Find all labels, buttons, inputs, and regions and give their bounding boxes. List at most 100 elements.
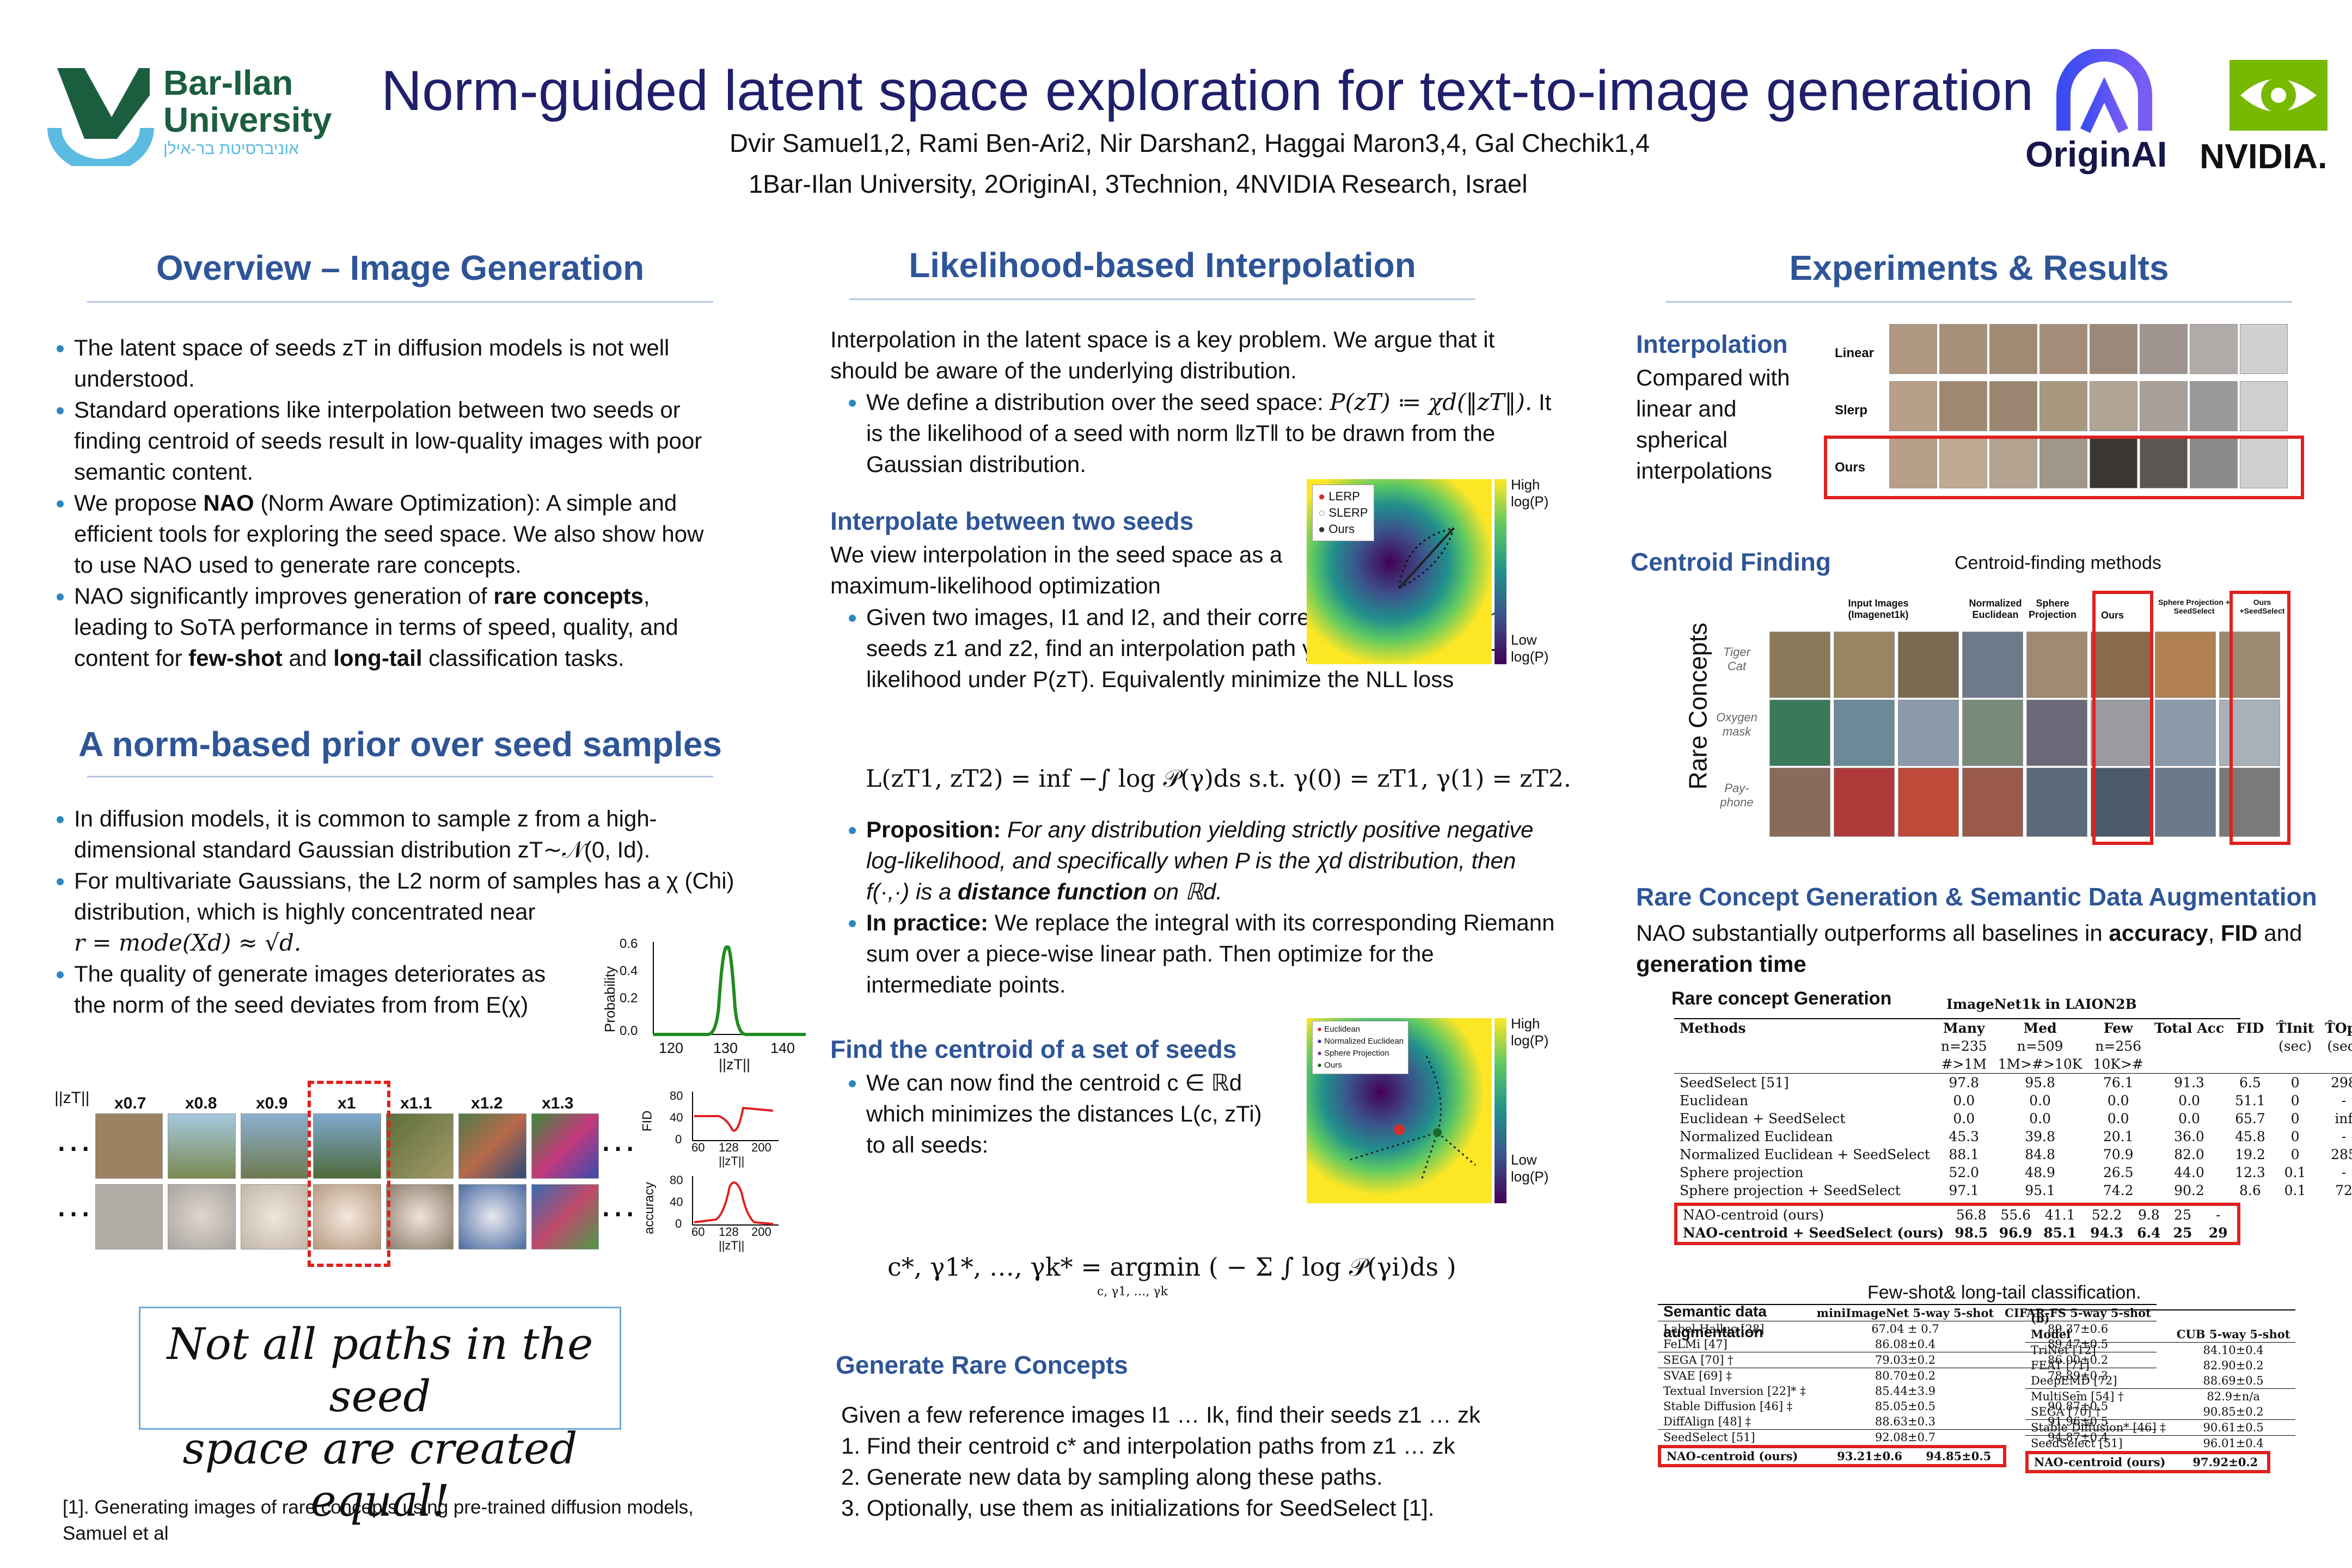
- cub-table-ours-row-cell: NAO-centroid (ours): [2034, 1455, 2166, 1469]
- cub-table-header-cell: Model: [2031, 1327, 2071, 1341]
- originai-icon: [2056, 49, 2152, 133]
- rare-table-row-cell: 90.2: [2174, 1183, 2204, 1198]
- interp-heatmap: ● LERP ○ SLERP ● Ours High log(P) Low lo…: [1307, 474, 1557, 675]
- poster-title: Norm-guided latent space exploration for…: [381, 59, 2033, 122]
- rare-table-row-cell: 8.6: [2239, 1183, 2261, 1198]
- rare-table-row: Euclidean 0.0 0.0 0.0 0.0 51.1 0 -: [1674, 1092, 2352, 1110]
- x1-highlight-box: [308, 1081, 390, 1267]
- cub-table-tag-cell: [2171, 1310, 2296, 1326]
- cub-table-row-cell: 88.69±0.5: [2203, 1374, 2264, 1387]
- centroid-legend: ● Euclidean ● Normalized Euclidean ● Sph…: [1312, 1021, 1409, 1074]
- rare-table-row-cell: 0.0: [1953, 1093, 1975, 1108]
- ellipsis-right-2: …: [599, 1182, 637, 1224]
- acc-xtick-0: 60: [691, 1225, 705, 1239]
- rare-table-row-cell: 95.1: [2025, 1183, 2055, 1198]
- rare-table-subheader: n=235 n=509 n=256 (sec) (sec): [1674, 1037, 2352, 1055]
- rare-table-row-cell: 70.9: [2103, 1147, 2134, 1162]
- mask-image-1: [168, 1184, 236, 1250]
- rare-table-row-cell: 12.3: [2235, 1165, 2265, 1180]
- rare-table-row-cell: Normalized Euclidean: [1680, 1129, 1833, 1144]
- legend-ours: ● Ours: [1318, 522, 1355, 536]
- centroid-head-3: Ours: [2100, 610, 2124, 621]
- rare-table-row-cell: 88.1: [1949, 1147, 1980, 1162]
- semantic-table-row-cell: DiffAlign [48] ‡: [1663, 1415, 1751, 1428]
- rare-table-caption: Rare concept Generation: [1671, 988, 1892, 1009]
- rare-table-row-cell: 0.0: [2029, 1093, 2051, 1108]
- semantic-table-row-cell: FeLMi [47]: [1663, 1338, 1728, 1351]
- semantic-table-ours-row: NAO-centroid (ours) 93.21±0.6 94.85±0.5: [1661, 1448, 2003, 1464]
- semantic-table-header-cell: CIFAR-FS 5-way 5-shot: [2005, 1306, 2151, 1320]
- legend-slerp: ○ SLERP: [1318, 506, 1368, 519]
- rare-table-row-cell: Sphere projection + SeedSelect: [1680, 1183, 1901, 1198]
- cub-table-header-cell: CUB 5-way 5-shot: [2176, 1327, 2290, 1341]
- scale-label-1: x0.8: [185, 1094, 217, 1112]
- rare-table-header-cell: Total Acc: [2154, 1020, 2225, 1036]
- prop-bullets: Proposition: For any distribution yieldi…: [830, 814, 1560, 1000]
- interp-img-1-3: [2039, 381, 2087, 431]
- semantic-table-row-cell: 78.89±0.3: [2047, 1369, 2109, 1382]
- legend-lerp: ● LERP: [1318, 489, 1360, 503]
- centroid-grid: Input Images (Imagenet1k) Normalized Euc…: [1704, 588, 2303, 845]
- rare-table-row-cell: -: [2341, 1093, 2347, 1108]
- rare-table-ours-row-cell: 41.1: [2044, 1207, 2075, 1223]
- interp-row-1: [1889, 381, 2288, 431]
- interp-img-2-1: [1939, 438, 1987, 488]
- rare-table-row-cell: 285: [2331, 1147, 2352, 1162]
- cub-table-row-cell: 96.01±0.4: [2203, 1437, 2264, 1450]
- centroid-head-2: Sphere Projection: [2028, 598, 2077, 620]
- acc-xlabel: ||zT||: [719, 1239, 745, 1252]
- rare-table-subheader-2-cell: [1674, 1055, 1935, 1074]
- rare-table-row-cell: 52.0: [1949, 1165, 1980, 1180]
- jeep-image-row: [95, 1113, 599, 1179]
- semantic-table-ours-row-cell: NAO-centroid (ours): [1667, 1449, 1798, 1463]
- rare-table-row-cell: 45.3: [1949, 1129, 1980, 1144]
- tiger-sphere-ss: [2155, 632, 2216, 698]
- legend-sphere: ● Sphere Projection: [1317, 1049, 1389, 1058]
- nll-equation: L(zT1, zT2) = inf −∫ log 𝒫(γ)ds s.t. γ(0…: [866, 765, 1571, 793]
- row-label-tiger: Tiger Cat: [1723, 645, 1750, 673]
- originai-logo: OriginAI: [2025, 49, 2183, 174]
- interp-img-0-0: [1889, 324, 1937, 374]
- nvidia-name: NVIDIA.: [2200, 137, 2328, 176]
- prior-heading: A norm-based prior over seed samples: [78, 725, 722, 764]
- cub-table-ours-row: NAO-centroid (ours) 97.92±0.2: [2029, 1454, 2267, 1470]
- centroid-head-4: Sphere Projection + SeedSelect: [2158, 598, 2230, 615]
- centroid-row-2: [1769, 768, 2280, 837]
- jeep-image-0: [95, 1113, 163, 1179]
- tiger-input-1: [1834, 632, 1895, 698]
- rare-table-ours-box: NAO-centroid (ours) 56.8 55.6 41.1 52.2 9.8 25…: [1674, 1203, 2240, 1245]
- interp-img-2-4: [2090, 438, 2137, 488]
- interp-img-2-6: [2190, 438, 2238, 488]
- rare-table-subheader-cell: [2230, 1037, 2271, 1055]
- colorbar-1: [1494, 479, 1506, 664]
- cub-table-grid: (b) Model CUB 5-way 5-shot TriNet [12] 84.1…: [2025, 1309, 2296, 1451]
- cub-table-row: DeepEMD [72] 88.69±0.5: [2025, 1373, 2295, 1389]
- acc-ytick-0: 80: [670, 1173, 683, 1187]
- rare-table-row-cell: 0.1: [2284, 1183, 2306, 1198]
- semantic-table-row-cell: 79.03±0.2: [1875, 1353, 1936, 1367]
- chi-xlabel: ||zT||: [719, 1056, 751, 1073]
- rare-table-row-cell: 298: [2331, 1075, 2352, 1091]
- biu-name-2: University: [163, 100, 332, 139]
- rare-table-header-cell: Med: [2023, 1020, 2057, 1036]
- interp-ours-highlight: [1824, 436, 2304, 499]
- overview-bullet-1: The latent space of seeds zT in diffusio…: [74, 332, 724, 394]
- chi-xtick-1: 130: [713, 1040, 738, 1056]
- jeep-image-3: [313, 1113, 381, 1179]
- nvidia-logo: NVIDIA.: [2200, 54, 2352, 176]
- rare-table-ours-row-cell: 6.4: [2137, 1225, 2161, 1241]
- fewshot-caption: Few-shot& long-tail classification.: [1867, 1282, 2141, 1303]
- overview-rule: [87, 301, 713, 303]
- interp-img-2-3: [2039, 438, 2087, 488]
- overview-bullets: The latent space of seeds zT in diffusio…: [38, 332, 724, 673]
- rare-table-subheader-2-cell: [2319, 1055, 2352, 1074]
- rare-table-row-cell: -: [2341, 1165, 2347, 1180]
- tiger-input-2: [1898, 632, 1959, 698]
- rare-table-subheader-2-cell: #>1M: [1941, 1056, 1987, 1072]
- semantic-table-row-cell: 90.87±0.5: [2047, 1400, 2109, 1413]
- semantic-table-row: FeLMi [47] 86.08±0.4 89.47±0.5: [1658, 1337, 2157, 1352]
- likelihood-heading: Likelihood-based Interpolation: [909, 246, 1416, 285]
- phone-sphere: [2026, 768, 2087, 837]
- overview-heading: Overview – Image Generation: [156, 248, 645, 287]
- chi-plot-ylabel: Probability: [602, 966, 618, 1033]
